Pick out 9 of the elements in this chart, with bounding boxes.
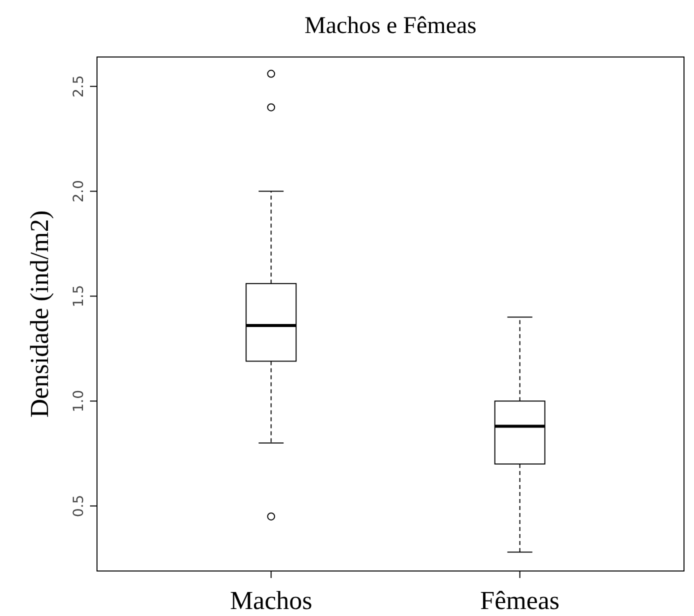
y-tick-label: 2.0 — [71, 180, 87, 202]
x-tick-label: Fêmeas — [480, 586, 560, 615]
y-tick-label: 1.0 — [71, 390, 87, 412]
chart-title: Machos e Fêmeas — [304, 13, 476, 39]
x-tick-label: Machos — [230, 586, 312, 615]
y-tick-label: 0.5 — [71, 494, 87, 518]
y-axis-title: Densidade (ind/m2) — [25, 210, 54, 418]
y-tick-label: 1.5 — [71, 285, 87, 308]
y-tick-label: 2.5 — [71, 75, 87, 98]
